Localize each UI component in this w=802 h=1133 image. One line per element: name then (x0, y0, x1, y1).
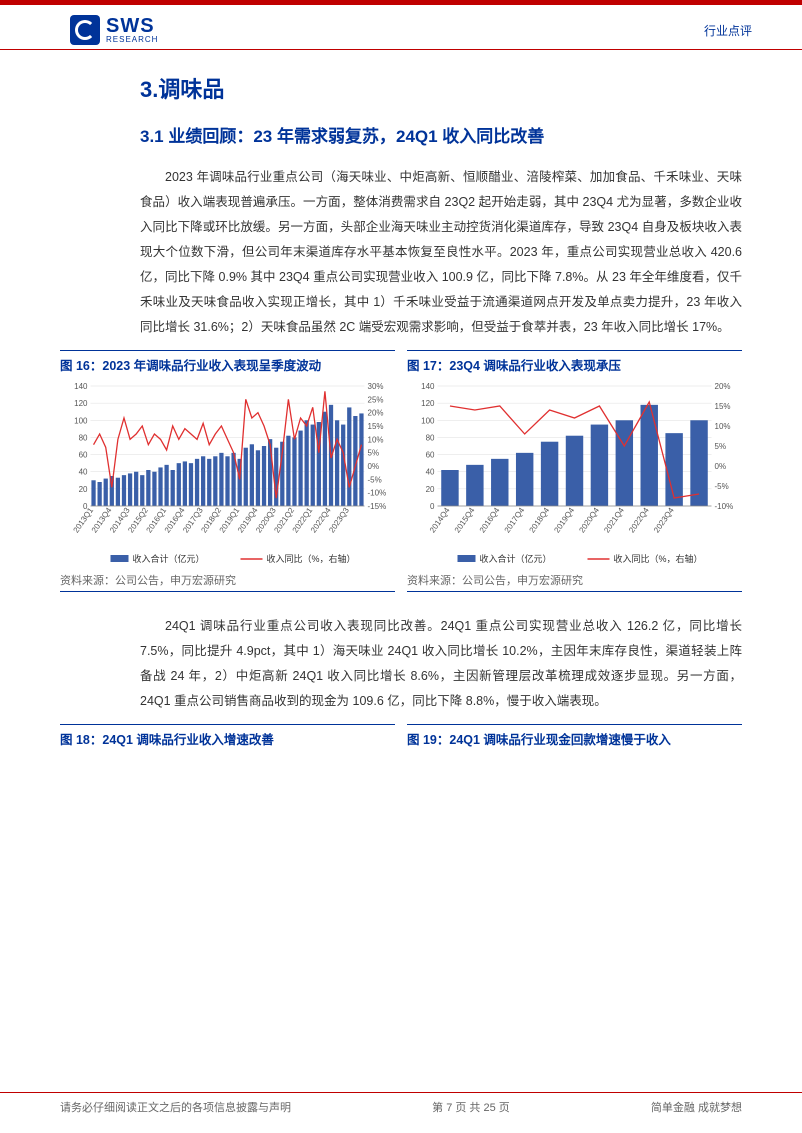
svg-text:10%: 10% (368, 435, 384, 444)
svg-text:60: 60 (426, 451, 435, 460)
svg-text:0%: 0% (368, 462, 380, 471)
svg-text:-10%: -10% (368, 489, 387, 498)
svg-text:40: 40 (79, 468, 88, 477)
svg-text:15%: 15% (715, 402, 731, 411)
footer-slogan: 简单金融 成就梦想 (651, 1099, 742, 1115)
logo: SWS RESEARCH (70, 15, 158, 45)
chart-19-title: 图 19：24Q1 调味品行业现金回款增速慢于收入 (407, 724, 742, 748)
subsection-title: 3.1 业绩回顾：23 年需求弱复苏，24Q1 收入同比改善 (140, 122, 742, 147)
svg-text:80: 80 (426, 433, 435, 442)
svg-text:2022Q4: 2022Q4 (627, 506, 651, 535)
svg-text:20%: 20% (368, 409, 384, 418)
svg-text:20: 20 (426, 485, 435, 494)
section-title: 3.调味品 (140, 72, 742, 104)
chart-19-block: 图 19：24Q1 调味品行业现金回款增速慢于收入 (407, 724, 742, 754)
svg-text:120: 120 (421, 399, 435, 408)
svg-text:20%: 20% (715, 382, 731, 391)
logo-icon (70, 15, 100, 45)
chart-16-source: 资料来源：公司公告，申万宏源研究 (60, 572, 395, 592)
svg-text:2016Q4: 2016Q4 (478, 506, 502, 535)
footer-page-number: 第 7 页 共 25 页 (432, 1099, 510, 1115)
chart-17-source: 资料来源：公司公告，申万宏源研究 (407, 572, 742, 592)
chart-17-title: 图 17：23Q4 调味品行业收入表现承压 (407, 350, 742, 374)
svg-text:2023Q4: 2023Q4 (652, 506, 676, 535)
paragraph-2: 24Q1 调味品行业重点公司收入表现同比改善。24Q1 重点公司实现营业总收入 … (140, 614, 742, 714)
svg-text:10%: 10% (715, 422, 731, 431)
header-category: 行业点评 (704, 22, 752, 39)
paragraph-1: 2023 年调味品行业重点公司（海天味业、中炬高新、恒顺醋业、涪陵榨菜、加加食品… (140, 165, 742, 340)
svg-text:40: 40 (426, 468, 435, 477)
svg-text:100: 100 (421, 416, 435, 425)
svg-text:-5%: -5% (368, 475, 382, 484)
svg-text:2020Q4: 2020Q4 (577, 506, 601, 535)
svg-text:80: 80 (79, 433, 88, 442)
svg-text:0%: 0% (715, 462, 727, 471)
svg-text:2018Q4: 2018Q4 (528, 506, 552, 535)
footer-disclaimer: 请务必仔细阅读正文之后的各项信息披露与声明 (60, 1099, 291, 1115)
svg-text:120: 120 (74, 399, 88, 408)
svg-text:30%: 30% (368, 382, 384, 391)
chart-16-title: 图 16：2023 年调味品行业收入表现呈季度波动 (60, 350, 395, 374)
svg-text:20: 20 (79, 485, 88, 494)
svg-text:100: 100 (74, 416, 88, 425)
svg-text:140: 140 (421, 382, 435, 391)
charts-row-2: 图 18：24Q1 调味品行业收入增速改善 图 19：24Q1 调味品行业现金回… (60, 724, 742, 754)
chart-18-block: 图 18：24Q1 调味品行业收入增速改善 (60, 724, 395, 754)
svg-text:2017Q4: 2017Q4 (503, 506, 527, 535)
content-area: 3.调味品 3.1 业绩回顾：23 年需求弱复苏，24Q1 收入同比改善 202… (0, 50, 802, 754)
svg-text:0: 0 (430, 502, 435, 511)
svg-text:5%: 5% (368, 449, 380, 458)
svg-text:2021Q4: 2021Q4 (602, 506, 626, 535)
svg-text:-10%: -10% (715, 502, 734, 511)
svg-text:60: 60 (79, 451, 88, 460)
chart-18-title: 图 18：24Q1 调味品行业收入增速改善 (60, 724, 395, 748)
svg-text:2019Q4: 2019Q4 (552, 506, 576, 535)
svg-text:收入合计（亿元）: 收入合计（亿元） (133, 553, 205, 564)
chart-17-block: 图 17：23Q4 调味品行业收入表现承压 0 20 40 60 80 100 120 140… (407, 350, 742, 592)
logo-sub-text: RESEARCH (106, 36, 158, 44)
svg-text:140: 140 (74, 382, 88, 391)
page-footer: 请务必仔细阅读正文之后的各项信息披露与声明 第 7 页 共 25 页 简单金融 … (0, 1092, 802, 1115)
svg-text:收入同比（%，右轴）: 收入同比（%，右轴） (614, 553, 703, 564)
svg-text:收入同比（%，右轴）: 收入同比（%，右轴） (267, 553, 356, 564)
svg-text:-5%: -5% (715, 482, 729, 491)
svg-text:2015Q4: 2015Q4 (453, 506, 477, 535)
charts-row-1: 图 16：2023 年调味品行业收入表现呈季度波动 0 20 40 60 80 100 12… (60, 350, 742, 592)
svg-text:-15%: -15% (368, 502, 387, 511)
logo-main-text: SWS (106, 16, 158, 36)
svg-text:25%: 25% (368, 395, 384, 404)
svg-text:5%: 5% (715, 442, 727, 451)
chart-16-block: 图 16：2023 年调味品行业收入表现呈季度波动 02040608010012… (60, 350, 395, 592)
page-header: SWS RESEARCH 行业点评 (0, 5, 802, 50)
chart-17-svg: 0 20 40 60 80 100 120 140 -10% -5% 0% 5% 10% 15% 20% 20… (407, 380, 742, 570)
svg-text:收入合计（亿元）: 收入合计（亿元） (480, 553, 552, 564)
svg-text:15%: 15% (368, 422, 384, 431)
chart-16-svg: 020406080100120140-15%-10%-5%0%5%10%15%2… (60, 380, 395, 570)
